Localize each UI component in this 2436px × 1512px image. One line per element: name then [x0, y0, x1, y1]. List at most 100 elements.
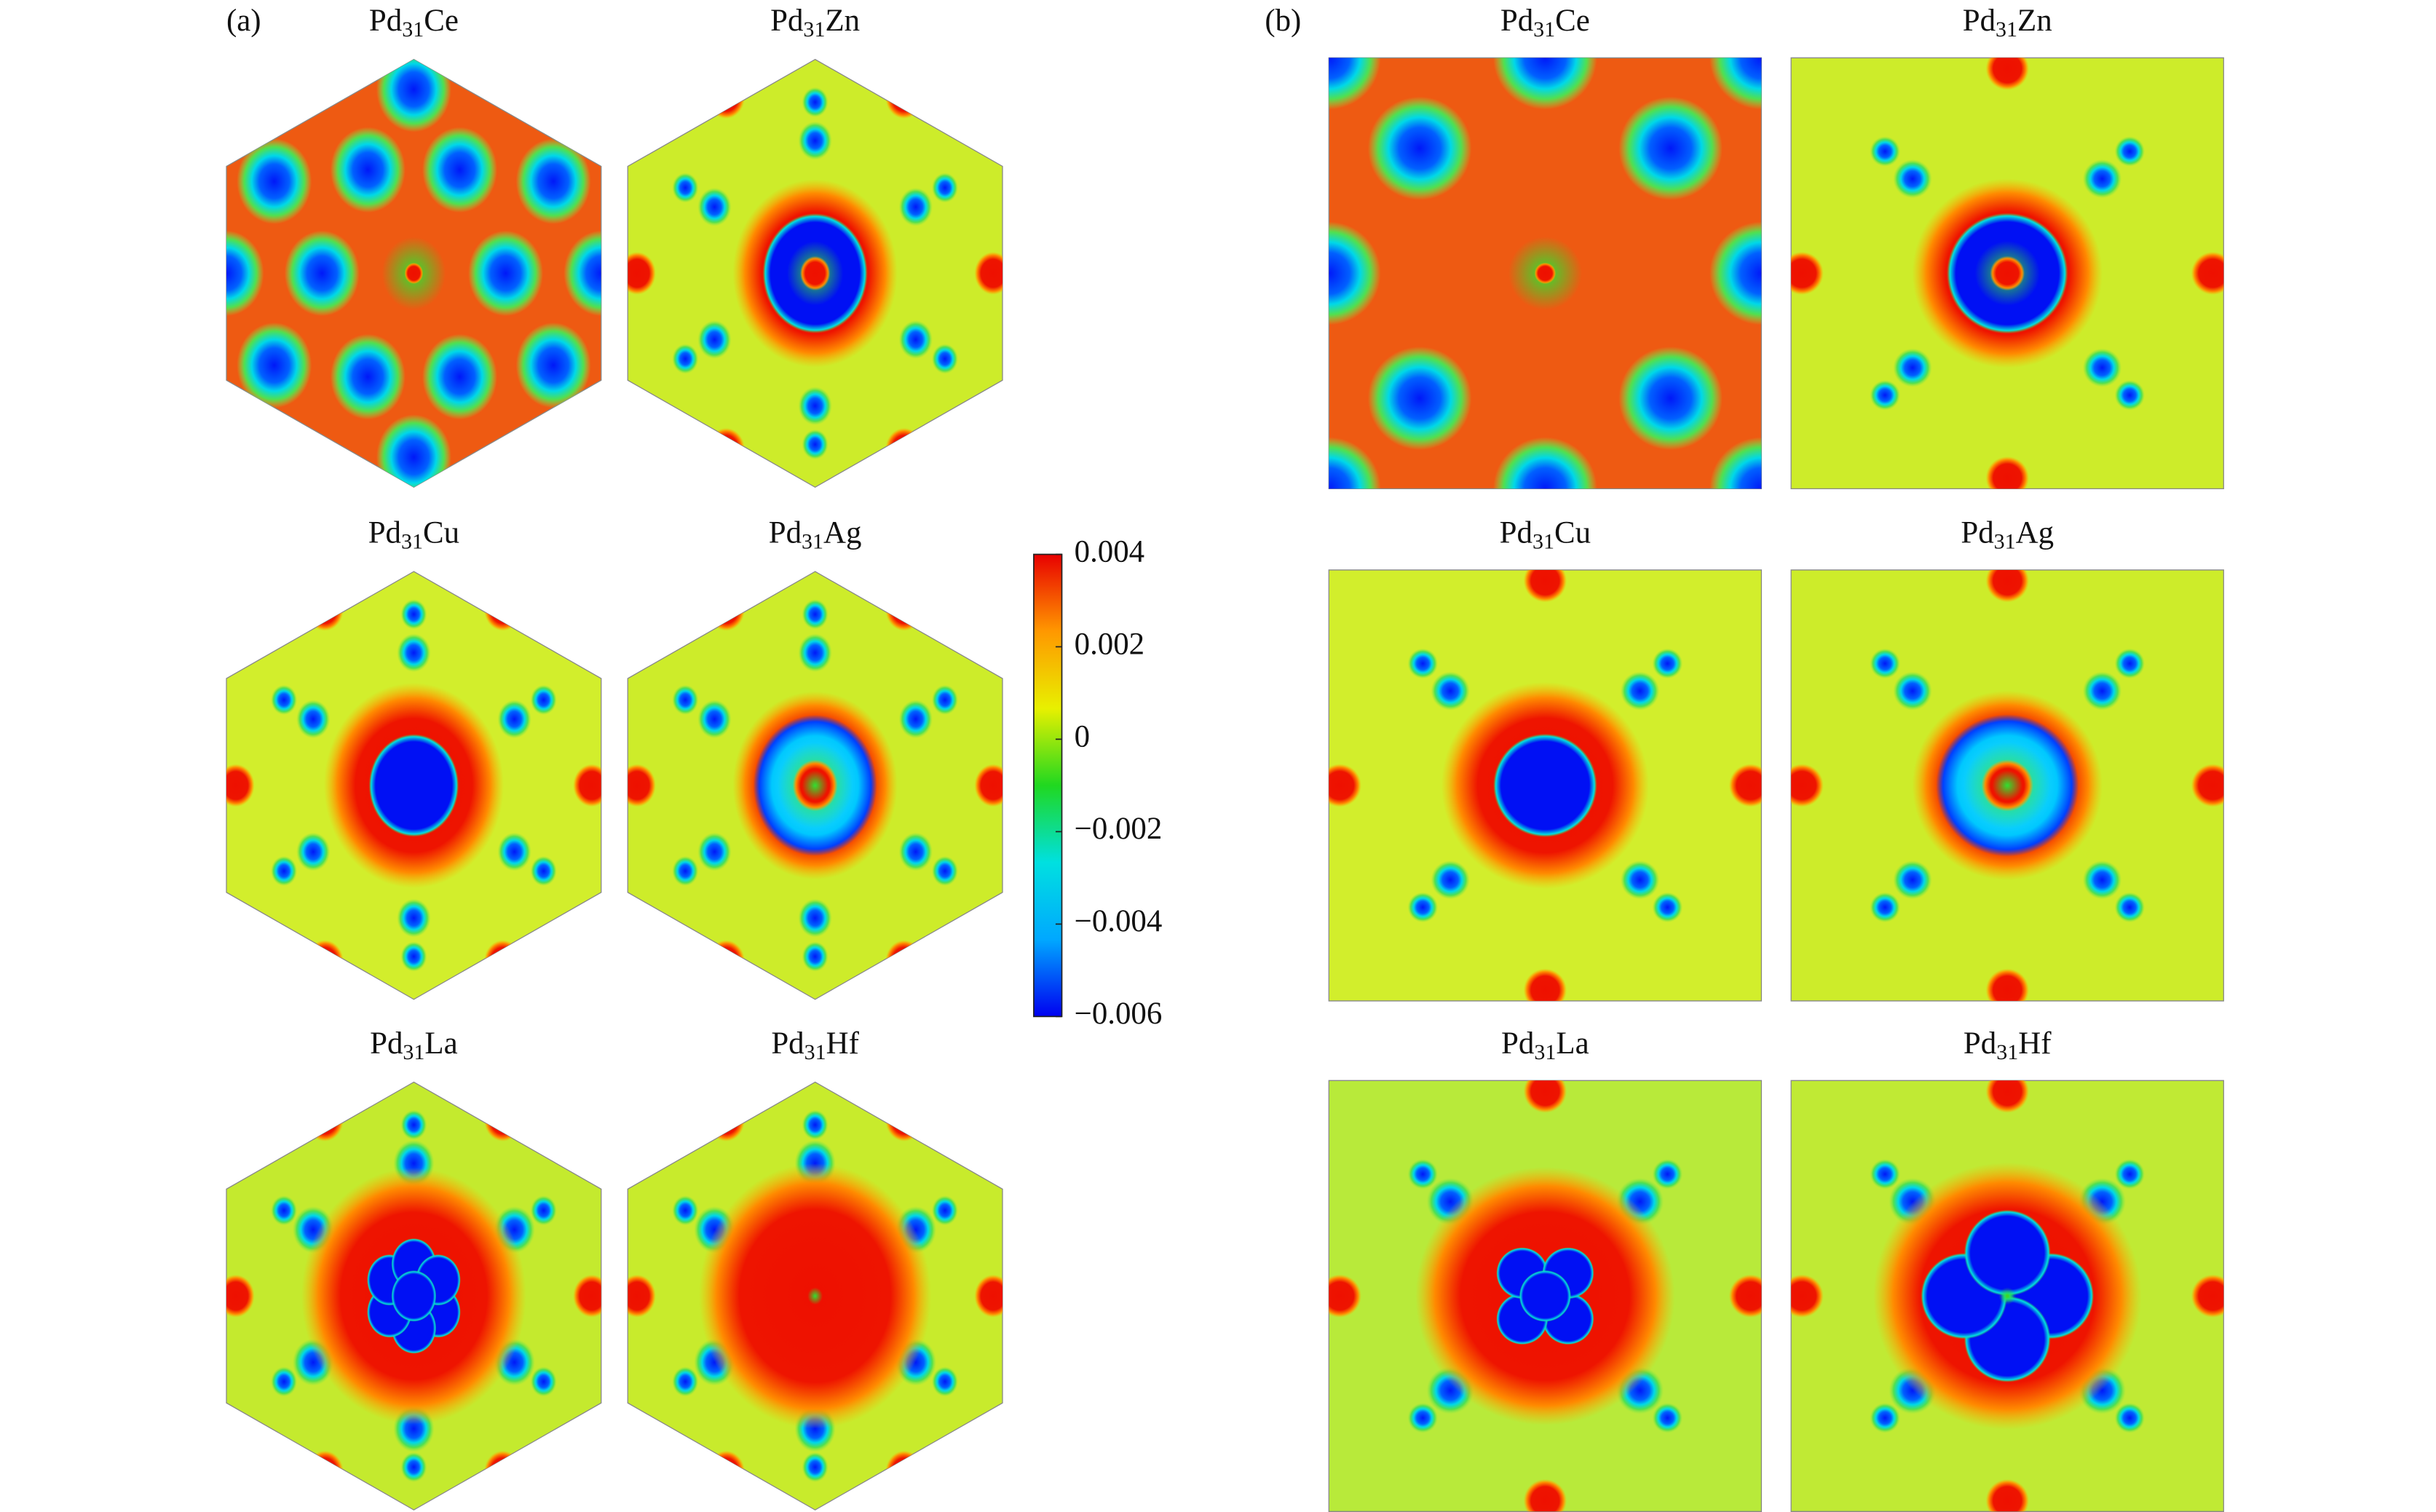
density-feature [1985, 1479, 2029, 1512]
density-feature [1618, 96, 1723, 200]
density-feature [1519, 1270, 1571, 1322]
density-feature [497, 700, 531, 739]
title-subscript: 31 [1533, 17, 1555, 41]
colorbar-tick-label: 0.004 [1075, 534, 1144, 569]
density-feature [1329, 437, 1381, 489]
colorbar-tick-label: 0 [1075, 719, 1090, 753]
density-feature [1709, 221, 1762, 325]
density-feature [1893, 671, 1932, 711]
density-feature [1329, 58, 1381, 110]
density-feature [226, 230, 264, 317]
title-subscript: 31 [402, 17, 424, 41]
density-feature [1652, 648, 1683, 679]
density-feature [296, 832, 331, 871]
map-features [1329, 569, 1762, 1001]
density-feature [1893, 159, 1932, 199]
title-element: Pd [771, 1026, 804, 1061]
title-element: Pd [769, 516, 802, 550]
density-feature [931, 855, 958, 887]
title-subscript: 31 [401, 529, 423, 553]
density-feature [1998, 1287, 2017, 1305]
density-feature [1523, 569, 1567, 603]
density-feature [1407, 892, 1439, 923]
map-title: Pd31Cu [1500, 516, 1591, 554]
colorbar-tick-label: −0.006 [1075, 997, 1163, 1031]
density-feature [483, 1099, 522, 1141]
density-feature [1329, 1274, 1361, 1318]
density-feature [885, 427, 923, 471]
density-feature [802, 1109, 829, 1140]
density-feature [1523, 1479, 1567, 1512]
density-feature [468, 230, 543, 317]
density-feature [237, 322, 312, 408]
density-feature [226, 1274, 255, 1318]
density-map: Pd31Zn [627, 4, 1003, 488]
density-feature [368, 734, 459, 837]
density-feature [2114, 1403, 2146, 1433]
density-feature [573, 1274, 601, 1318]
colorbar-tick-label: −0.002 [1075, 812, 1163, 846]
density-feature [1870, 136, 1900, 167]
density-feature [672, 855, 699, 887]
map-title: Pd31Zn [1963, 4, 2052, 41]
density-feature [296, 700, 331, 739]
density-feature [1407, 1403, 1439, 1433]
density-feature [306, 587, 344, 631]
map-title: Pd31Ce [1500, 4, 1590, 41]
density-feature [885, 587, 923, 631]
title-element: Cu [423, 516, 459, 550]
density-map: Pd31Cu [1328, 516, 1763, 1002]
title-element: Hf [2018, 1026, 2052, 1061]
density-feature [1728, 764, 1762, 807]
title-subscript: 31 [403, 1040, 424, 1064]
title-element: Pd [1964, 1026, 1996, 1061]
density-feature [1985, 1080, 2029, 1113]
map-title: Pd31La [1501, 1026, 1589, 1064]
title-element: Hf [826, 1026, 860, 1061]
density-feature [628, 1274, 656, 1318]
title-subscript: 31 [1996, 1040, 2018, 1064]
density-feature [2082, 348, 2122, 387]
density-feature [798, 387, 832, 426]
density-feature [707, 1099, 746, 1141]
density-map: Pd31Hf [1790, 1026, 2224, 1512]
density-feature [330, 127, 406, 213]
density-feature [802, 599, 829, 630]
density-feature [802, 1452, 829, 1482]
density-feature [1652, 1403, 1683, 1433]
colorbar-tick-label: 0.002 [1075, 627, 1144, 661]
title-element: Zn [2017, 4, 2052, 38]
density-feature [1893, 860, 1932, 900]
map-title: Pd31Ag [1961, 516, 2054, 554]
density-feature [1431, 671, 1470, 711]
title-element: Pd [1961, 516, 1993, 550]
density-feature [397, 898, 431, 938]
density-feature [306, 1099, 344, 1141]
density-feature [1992, 770, 2023, 801]
panel-label: (b) [1265, 4, 1301, 38]
density-feature [697, 832, 732, 871]
density-feature [1620, 860, 1660, 900]
density-feature [931, 173, 958, 203]
title-subscript: 31 [1996, 17, 2017, 41]
density-feature [1870, 648, 1900, 679]
density-feature [400, 1452, 427, 1482]
density-map: Pd31Ag [627, 516, 1003, 1000]
density-feature [798, 633, 832, 673]
density-feature [1367, 347, 1472, 451]
density-feature [672, 1195, 699, 1226]
density-feature [1985, 569, 2029, 603]
density-feature [697, 700, 732, 739]
map-features [226, 587, 601, 983]
density-feature [807, 1287, 823, 1305]
title-subscript: 31 [1534, 1040, 1556, 1064]
density-feature [672, 344, 699, 374]
density-feature [697, 187, 732, 226]
map-features [1329, 58, 1762, 489]
title-element: Pd [369, 4, 402, 38]
map-title: Pd31La [370, 1026, 458, 1064]
map-title: Pd31Hf [1964, 1026, 2052, 1064]
density-feature [530, 684, 557, 715]
density-feature [1870, 892, 1900, 923]
